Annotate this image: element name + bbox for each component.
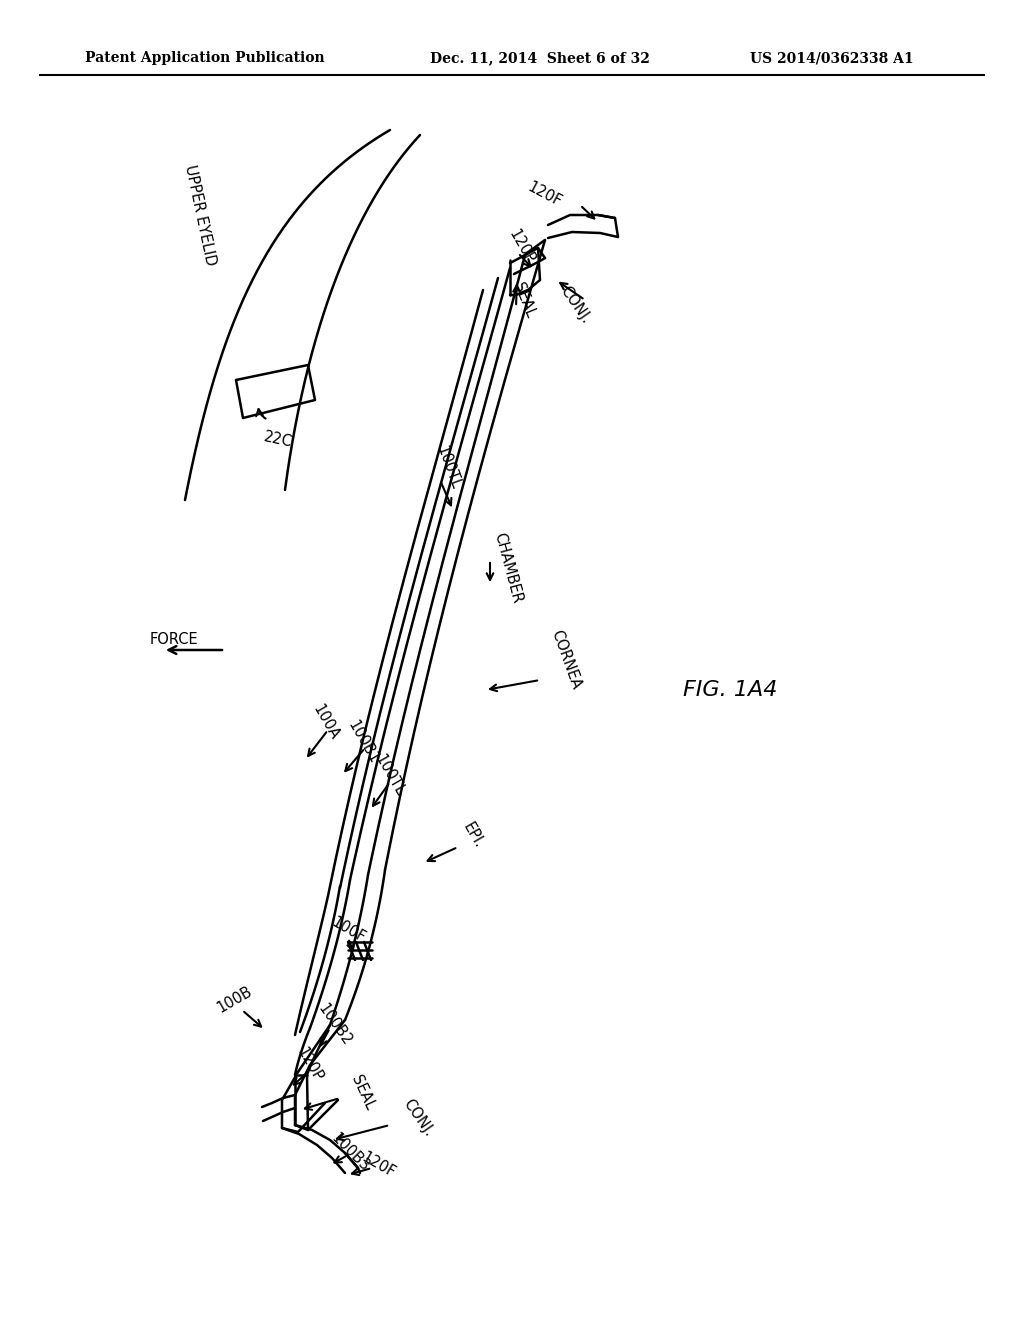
Text: SEAL: SEAL (510, 280, 538, 319)
Text: 100B3: 100B3 (328, 1130, 372, 1173)
Text: UPPER EYELID: UPPER EYELID (182, 164, 218, 267)
Text: 100F: 100F (329, 915, 368, 945)
Text: EPI.: EPI. (460, 820, 486, 850)
Text: 120P: 120P (506, 227, 538, 267)
Text: 22C: 22C (262, 429, 294, 450)
Text: 120P: 120P (294, 1045, 326, 1085)
Text: 100B: 100B (215, 983, 255, 1016)
Text: CONJ.: CONJ. (400, 1097, 436, 1139)
Text: FIG. 1A4: FIG. 1A4 (683, 680, 777, 700)
Text: CHAMBER: CHAMBER (492, 531, 524, 605)
Text: US 2014/0362338 A1: US 2014/0362338 A1 (750, 51, 913, 65)
Text: 100B2: 100B2 (315, 1002, 354, 1048)
Text: 100A: 100A (310, 702, 342, 742)
Text: 120F: 120F (525, 180, 564, 210)
Text: FORCE: FORCE (150, 632, 198, 648)
Text: 100TL: 100TL (433, 445, 463, 492)
Text: CONJ.: CONJ. (557, 284, 593, 326)
Text: Patent Application Publication: Patent Application Publication (85, 51, 325, 65)
Text: 100B1: 100B1 (345, 718, 381, 766)
Text: SEAL: SEAL (348, 1073, 377, 1113)
Text: 100TL: 100TL (373, 752, 408, 799)
Text: Dec. 11, 2014  Sheet 6 of 32: Dec. 11, 2014 Sheet 6 of 32 (430, 51, 650, 65)
Text: 120F: 120F (358, 1150, 397, 1180)
Text: CORNEA: CORNEA (548, 628, 584, 692)
